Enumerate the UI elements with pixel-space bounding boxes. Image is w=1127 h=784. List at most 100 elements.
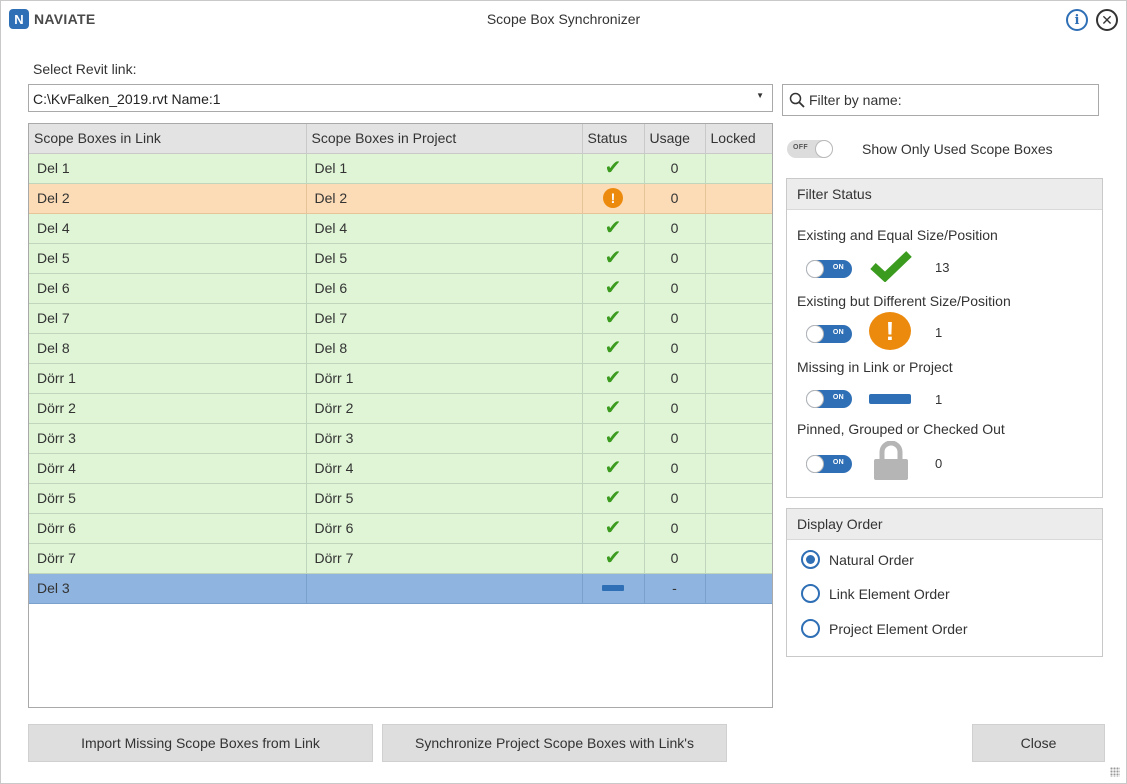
table-row[interactable]: Dörr 7 Dörr 7 ✔ 0 [29,543,772,574]
table-row[interactable]: Dörr 3 Dörr 3 ✔ 0 [29,423,772,454]
cell-project-name: Del 6 [306,273,583,304]
synchronize-button[interactable]: Synchronize Project Scope Boxes with Lin… [382,724,727,762]
check-icon: ✔ [604,547,622,569]
filter-different-toggle-text: ON [832,329,844,336]
filter-pinned-toggle[interactable]: ON [806,455,852,473]
table-row[interactable]: Del 3 - [29,573,772,604]
table-row[interactable]: Dörr 2 Dörr 2 ✔ 0 [29,393,772,424]
cell-project-name: Dörr 5 [306,483,583,514]
filter-equal-count: 13 [935,260,950,275]
cell-status: ✔ [582,543,645,574]
cell-usage: 0 [644,303,706,334]
resize-grip-icon[interactable] [1110,767,1120,777]
dash-icon [869,394,911,404]
cell-usage: 0 [644,543,706,574]
radio-button[interactable] [801,584,820,603]
cell-locked [705,573,772,604]
toggle-knob [806,260,824,278]
cell-link-name: Del 2 [29,183,307,214]
filter-status-title: Filter Status [787,179,1102,210]
check-icon: ✔ [604,487,622,509]
show-used-toggle[interactable]: OFF [787,140,833,158]
filter-pinned-toggle-text: ON [832,459,844,466]
table-row[interactable]: Dörr 5 Dörr 5 ✔ 0 [29,483,772,514]
close-icon[interactable]: ✕ [1096,9,1118,31]
radio-project-element-order[interactable]: Project Element Order [801,619,968,638]
cell-locked [705,423,772,454]
table-row[interactable]: Del 2 Del 2! 0 [29,183,772,214]
cell-project-name: Del 1 [306,153,583,184]
table-row[interactable]: Del 5 Del 5 ✔ 0 [29,243,772,274]
toggle-knob [806,390,824,408]
cell-status: ✔ [582,483,645,514]
table-row[interactable]: Del 6 Del 6 ✔ 0 [29,273,772,304]
info-icon[interactable]: i [1066,9,1088,31]
radio-link-element-order[interactable]: Link Element Order [801,584,950,603]
column-header-status[interactable]: Status [582,124,645,154]
column-header-usage[interactable]: Usage [644,124,706,154]
cell-usage: 0 [644,483,706,514]
filter-missing-toggle-text: ON [832,394,844,401]
cell-usage: 0 [644,243,706,274]
check-icon: ✔ [604,337,622,359]
cell-project-name: Dörr 7 [306,543,583,574]
filter-equal-toggle[interactable]: ON [806,260,852,278]
cell-status: ! [582,183,645,214]
status-cell: ✔ [583,304,644,333]
check-icon: ✔ [604,367,622,389]
cell-link-name: Dörr 6 [29,513,307,544]
cell-status [582,573,645,604]
cell-link-name: Dörr 1 [29,363,307,394]
radio-button[interactable] [801,619,820,638]
radio-button[interactable] [801,550,820,569]
filter-missing-toggle[interactable]: ON [806,390,852,408]
filter-different-toggle[interactable]: ON [806,325,852,343]
table-row[interactable]: Dörr 6 Dörr 6 ✔ 0 [29,513,772,544]
warning-icon: ! [603,188,623,208]
close-button[interactable]: Close [972,724,1105,762]
table-row[interactable]: Del 8 Del 8 ✔ 0 [29,333,772,364]
cell-status: ✔ [582,153,645,184]
check-icon: ✔ [604,247,622,269]
filter-missing-label: Missing in Link or Project [797,359,953,375]
cell-status: ✔ [582,513,645,544]
revit-link-dropdown[interactable]: C:\KvFalken_2019.rvt Name:1 ▼ [28,84,773,112]
cell-locked [705,183,772,214]
window-title: Scope Box Synchronizer [486,11,641,27]
table-row[interactable]: Del 7 Del 7 ✔ 0 [29,303,772,334]
cell-project-name: Dörr 4 [306,453,583,484]
check-icon: ✔ [604,427,622,449]
cell-link-name: Dörr 2 [29,393,307,424]
table-row[interactable]: Del 1 Del 1 ✔ 0 [29,153,772,184]
check-icon: ✔ [604,517,622,539]
table-row[interactable]: Del 4 Del 4 ✔ 0 [29,213,772,244]
column-header-locked[interactable]: Locked [705,124,772,154]
table-row[interactable]: Dörr 4 Dörr 4 ✔ 0 [29,453,772,484]
table-row[interactable]: Dörr 1 Dörr 1 ✔ 0 [29,363,772,394]
radio-natural-order[interactable]: Natural Order [801,550,914,569]
status-cell: ✔ [583,244,644,273]
cell-project-name: Del 7 [306,303,583,334]
cell-link-name: Del 4 [29,213,307,244]
cell-locked [705,393,772,424]
column-header-project[interactable]: Scope Boxes in Project [306,124,583,154]
cell-project-name [306,573,583,604]
filter-equal-label: Existing and Equal Size/Position [797,227,998,243]
cell-locked [705,483,772,514]
status-cell: ✔ [583,544,644,573]
column-header-link[interactable]: Scope Boxes in Link [29,124,307,154]
filter-by-name-field[interactable] [782,84,1099,116]
cell-usage: 0 [644,363,706,394]
status-cell: ✔ [583,484,644,513]
cell-locked [705,543,772,574]
cell-link-name: Del 1 [29,153,307,184]
cell-usage: - [644,573,706,604]
cell-locked [705,513,772,544]
filter-by-name-input[interactable] [809,92,1089,108]
import-missing-button[interactable]: Import Missing Scope Boxes from Link [28,724,373,762]
cell-project-name: Del 2 [306,183,583,214]
cell-locked [705,303,772,334]
search-icon [789,92,805,108]
status-cell: ! [583,184,644,213]
cell-status: ✔ [582,423,645,454]
